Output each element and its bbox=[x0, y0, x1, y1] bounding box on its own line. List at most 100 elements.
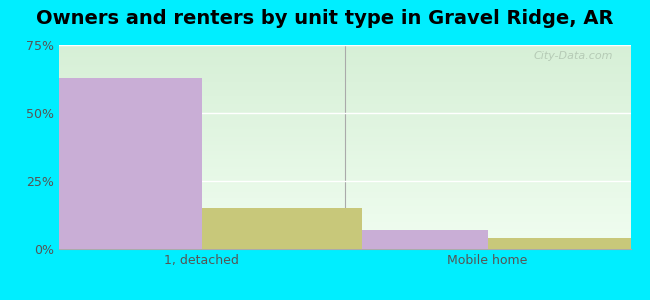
Bar bbox=[58, 239, 630, 241]
Bar bbox=[58, 167, 630, 169]
Bar bbox=[58, 90, 630, 92]
Bar bbox=[58, 112, 630, 114]
Text: City-Data.com: City-Data.com bbox=[534, 51, 614, 61]
Bar bbox=[58, 145, 630, 147]
Bar bbox=[58, 173, 630, 175]
Bar bbox=[58, 206, 630, 208]
Bar bbox=[58, 241, 630, 243]
Bar bbox=[58, 157, 630, 159]
Bar bbox=[58, 190, 630, 192]
Bar bbox=[58, 53, 630, 55]
Bar bbox=[58, 235, 630, 237]
Bar bbox=[58, 153, 630, 155]
Bar bbox=[58, 143, 630, 145]
Bar bbox=[58, 127, 630, 129]
Bar bbox=[58, 129, 630, 131]
Bar bbox=[58, 147, 630, 149]
Bar bbox=[58, 100, 630, 102]
Bar bbox=[58, 178, 630, 180]
Bar bbox=[58, 70, 630, 71]
Bar bbox=[58, 180, 630, 182]
Bar bbox=[58, 106, 630, 108]
Bar bbox=[58, 233, 630, 235]
Bar bbox=[58, 108, 630, 110]
Bar bbox=[58, 220, 630, 223]
Bar bbox=[58, 186, 630, 188]
Bar bbox=[58, 88, 630, 90]
Bar bbox=[58, 223, 630, 224]
Bar bbox=[58, 218, 630, 220]
Bar bbox=[58, 198, 630, 200]
Bar bbox=[58, 57, 630, 59]
Bar bbox=[58, 51, 630, 53]
Bar bbox=[58, 86, 630, 88]
Bar bbox=[58, 114, 630, 116]
Bar bbox=[58, 194, 630, 196]
Bar bbox=[58, 224, 630, 226]
Bar bbox=[58, 121, 630, 122]
Bar bbox=[58, 92, 630, 94]
Bar bbox=[328, 230, 488, 249]
Bar bbox=[58, 78, 630, 80]
Bar bbox=[58, 131, 630, 133]
Bar bbox=[58, 202, 630, 204]
Bar bbox=[58, 243, 630, 245]
Bar bbox=[58, 247, 630, 249]
Bar bbox=[58, 59, 630, 61]
Bar bbox=[58, 155, 630, 157]
Bar bbox=[58, 82, 630, 84]
Bar bbox=[58, 229, 630, 231]
Bar bbox=[58, 49, 630, 51]
Bar bbox=[58, 98, 630, 100]
Bar bbox=[58, 68, 630, 70]
Bar bbox=[58, 237, 630, 239]
Bar bbox=[58, 159, 630, 161]
Bar bbox=[58, 47, 630, 49]
Bar bbox=[58, 169, 630, 172]
Bar bbox=[58, 76, 630, 78]
Bar bbox=[58, 80, 630, 82]
Bar bbox=[58, 122, 630, 124]
Bar bbox=[58, 204, 630, 206]
Bar bbox=[42, 78, 202, 249]
Bar bbox=[58, 96, 630, 98]
Bar bbox=[58, 135, 630, 137]
Bar bbox=[58, 182, 630, 184]
Bar bbox=[58, 124, 630, 127]
Bar bbox=[58, 210, 630, 212]
Bar bbox=[58, 65, 630, 68]
Bar bbox=[58, 104, 630, 106]
Bar bbox=[58, 84, 630, 86]
Bar bbox=[58, 163, 630, 165]
Bar bbox=[58, 165, 630, 167]
Bar bbox=[58, 45, 630, 47]
Bar bbox=[58, 192, 630, 194]
Bar bbox=[58, 94, 630, 96]
Bar bbox=[58, 71, 630, 74]
Bar bbox=[58, 226, 630, 229]
Bar bbox=[58, 161, 630, 163]
Bar bbox=[58, 149, 630, 151]
Bar bbox=[58, 61, 630, 63]
Bar bbox=[58, 212, 630, 214]
Text: Owners and renters by unit type in Gravel Ridge, AR: Owners and renters by unit type in Grave… bbox=[36, 9, 614, 28]
Bar bbox=[58, 63, 630, 65]
Bar bbox=[58, 172, 630, 173]
Bar bbox=[58, 139, 630, 141]
Bar bbox=[58, 214, 630, 216]
Bar bbox=[58, 208, 630, 210]
Bar bbox=[58, 74, 630, 76]
Bar bbox=[58, 141, 630, 143]
Bar bbox=[58, 188, 630, 190]
Bar bbox=[58, 245, 630, 247]
Bar bbox=[58, 118, 630, 121]
Bar bbox=[58, 196, 630, 198]
Bar bbox=[58, 231, 630, 233]
Bar bbox=[58, 110, 630, 112]
Bar bbox=[58, 151, 630, 153]
Bar bbox=[58, 176, 630, 178]
Bar bbox=[58, 102, 630, 104]
Bar bbox=[58, 184, 630, 186]
Bar bbox=[58, 116, 630, 119]
Bar bbox=[58, 216, 630, 218]
